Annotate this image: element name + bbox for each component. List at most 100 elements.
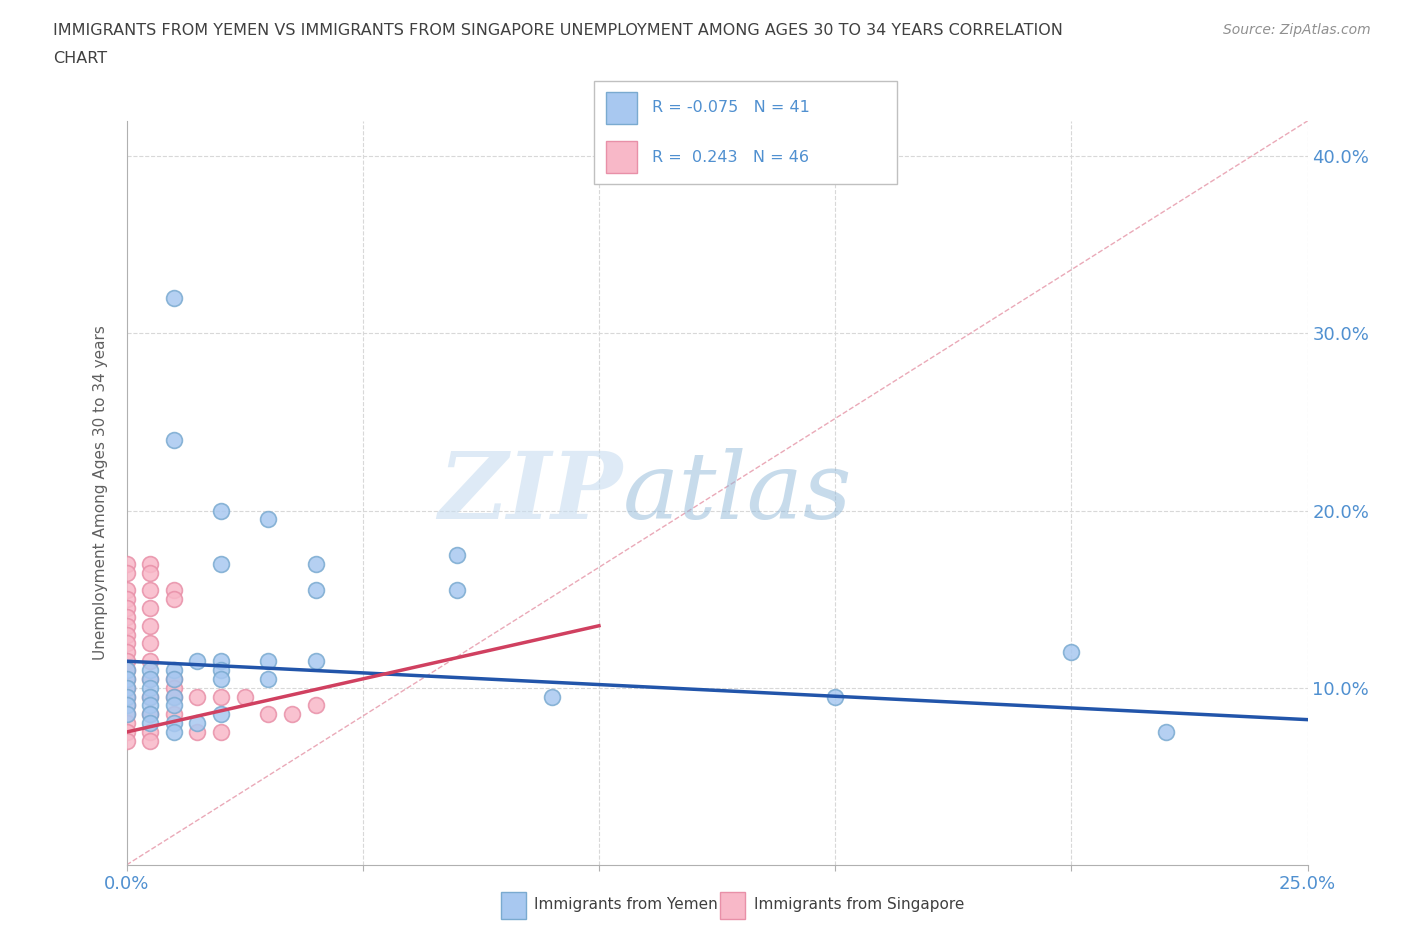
Point: [186, 689, 208, 704]
Point: [139, 689, 162, 704]
Point: [163, 583, 186, 598]
Point: [163, 724, 186, 739]
Bar: [501, 892, 526, 919]
Point: [115, 707, 138, 722]
Bar: [606, 141, 637, 173]
Point: [115, 689, 138, 704]
Point: [163, 432, 186, 447]
Point: [115, 609, 138, 624]
Point: [257, 707, 280, 722]
Point: [115, 671, 138, 686]
Point: [163, 671, 186, 686]
Point: [139, 707, 162, 722]
Point: [540, 689, 562, 704]
Point: [115, 689, 138, 704]
Point: [304, 583, 326, 598]
Point: [209, 724, 232, 739]
Point: [115, 618, 138, 633]
Point: [257, 671, 280, 686]
Point: [139, 636, 162, 651]
Text: Source: ZipAtlas.com: Source: ZipAtlas.com: [1223, 23, 1371, 37]
Point: [163, 707, 186, 722]
Point: [115, 627, 138, 642]
Point: [115, 698, 138, 713]
Point: [115, 734, 138, 749]
Point: [139, 556, 162, 571]
Point: [209, 689, 232, 704]
Point: [139, 565, 162, 580]
Point: [115, 644, 138, 659]
Point: [163, 689, 186, 704]
Point: [115, 662, 138, 677]
Point: [1060, 644, 1083, 659]
Point: [115, 681, 138, 696]
Point: [163, 716, 186, 731]
Point: [115, 556, 138, 571]
Point: [163, 671, 186, 686]
Point: [163, 689, 186, 704]
Point: [163, 662, 186, 677]
Point: [446, 548, 468, 563]
Point: [115, 591, 138, 606]
Point: [139, 654, 162, 669]
Point: [1154, 724, 1177, 739]
Point: [139, 671, 162, 686]
Point: [304, 556, 326, 571]
Point: [139, 689, 162, 704]
Point: [139, 671, 162, 686]
Point: [115, 654, 138, 669]
Point: [115, 707, 138, 722]
Text: ZIP: ZIP: [439, 448, 623, 538]
Point: [139, 734, 162, 749]
Point: [209, 654, 232, 669]
Y-axis label: Unemployment Among Ages 30 to 34 years: Unemployment Among Ages 30 to 34 years: [93, 326, 108, 660]
Point: [139, 662, 162, 677]
Point: [115, 601, 138, 616]
Point: [163, 681, 186, 696]
Point: [139, 681, 162, 696]
Point: [139, 724, 162, 739]
Point: [304, 698, 326, 713]
Point: [186, 724, 208, 739]
Text: Immigrants from Singapore: Immigrants from Singapore: [754, 897, 965, 912]
Point: [139, 601, 162, 616]
Point: [115, 583, 138, 598]
Text: R = -0.075   N = 41: R = -0.075 N = 41: [652, 100, 810, 115]
Point: [233, 689, 256, 704]
Point: [115, 716, 138, 731]
Point: [824, 689, 846, 704]
Point: [257, 654, 280, 669]
Point: [163, 591, 186, 606]
Point: [139, 707, 162, 722]
Point: [163, 698, 186, 713]
Bar: [606, 92, 637, 124]
Point: [209, 671, 232, 686]
Text: Immigrants from Yemen: Immigrants from Yemen: [534, 897, 718, 912]
Text: R =  0.243   N = 46: R = 0.243 N = 46: [652, 150, 810, 165]
Point: [139, 583, 162, 598]
Point: [139, 618, 162, 633]
Point: [115, 724, 138, 739]
FancyBboxPatch shape: [593, 81, 897, 184]
Point: [115, 662, 138, 677]
Text: atlas: atlas: [623, 448, 852, 538]
Text: CHART: CHART: [53, 51, 107, 66]
Point: [257, 512, 280, 527]
Point: [139, 698, 162, 713]
Point: [115, 698, 138, 713]
Point: [281, 707, 304, 722]
Point: [115, 681, 138, 696]
Point: [115, 565, 138, 580]
Point: [139, 716, 162, 731]
Point: [209, 503, 232, 518]
Point: [209, 707, 232, 722]
Point: [186, 654, 208, 669]
Point: [209, 662, 232, 677]
Point: [163, 290, 186, 305]
Point: [209, 556, 232, 571]
Text: IMMIGRANTS FROM YEMEN VS IMMIGRANTS FROM SINGAPORE UNEMPLOYMENT AMONG AGES 30 TO: IMMIGRANTS FROM YEMEN VS IMMIGRANTS FROM…: [53, 23, 1063, 38]
Point: [446, 583, 468, 598]
Point: [186, 716, 208, 731]
Point: [115, 671, 138, 686]
Point: [304, 654, 326, 669]
